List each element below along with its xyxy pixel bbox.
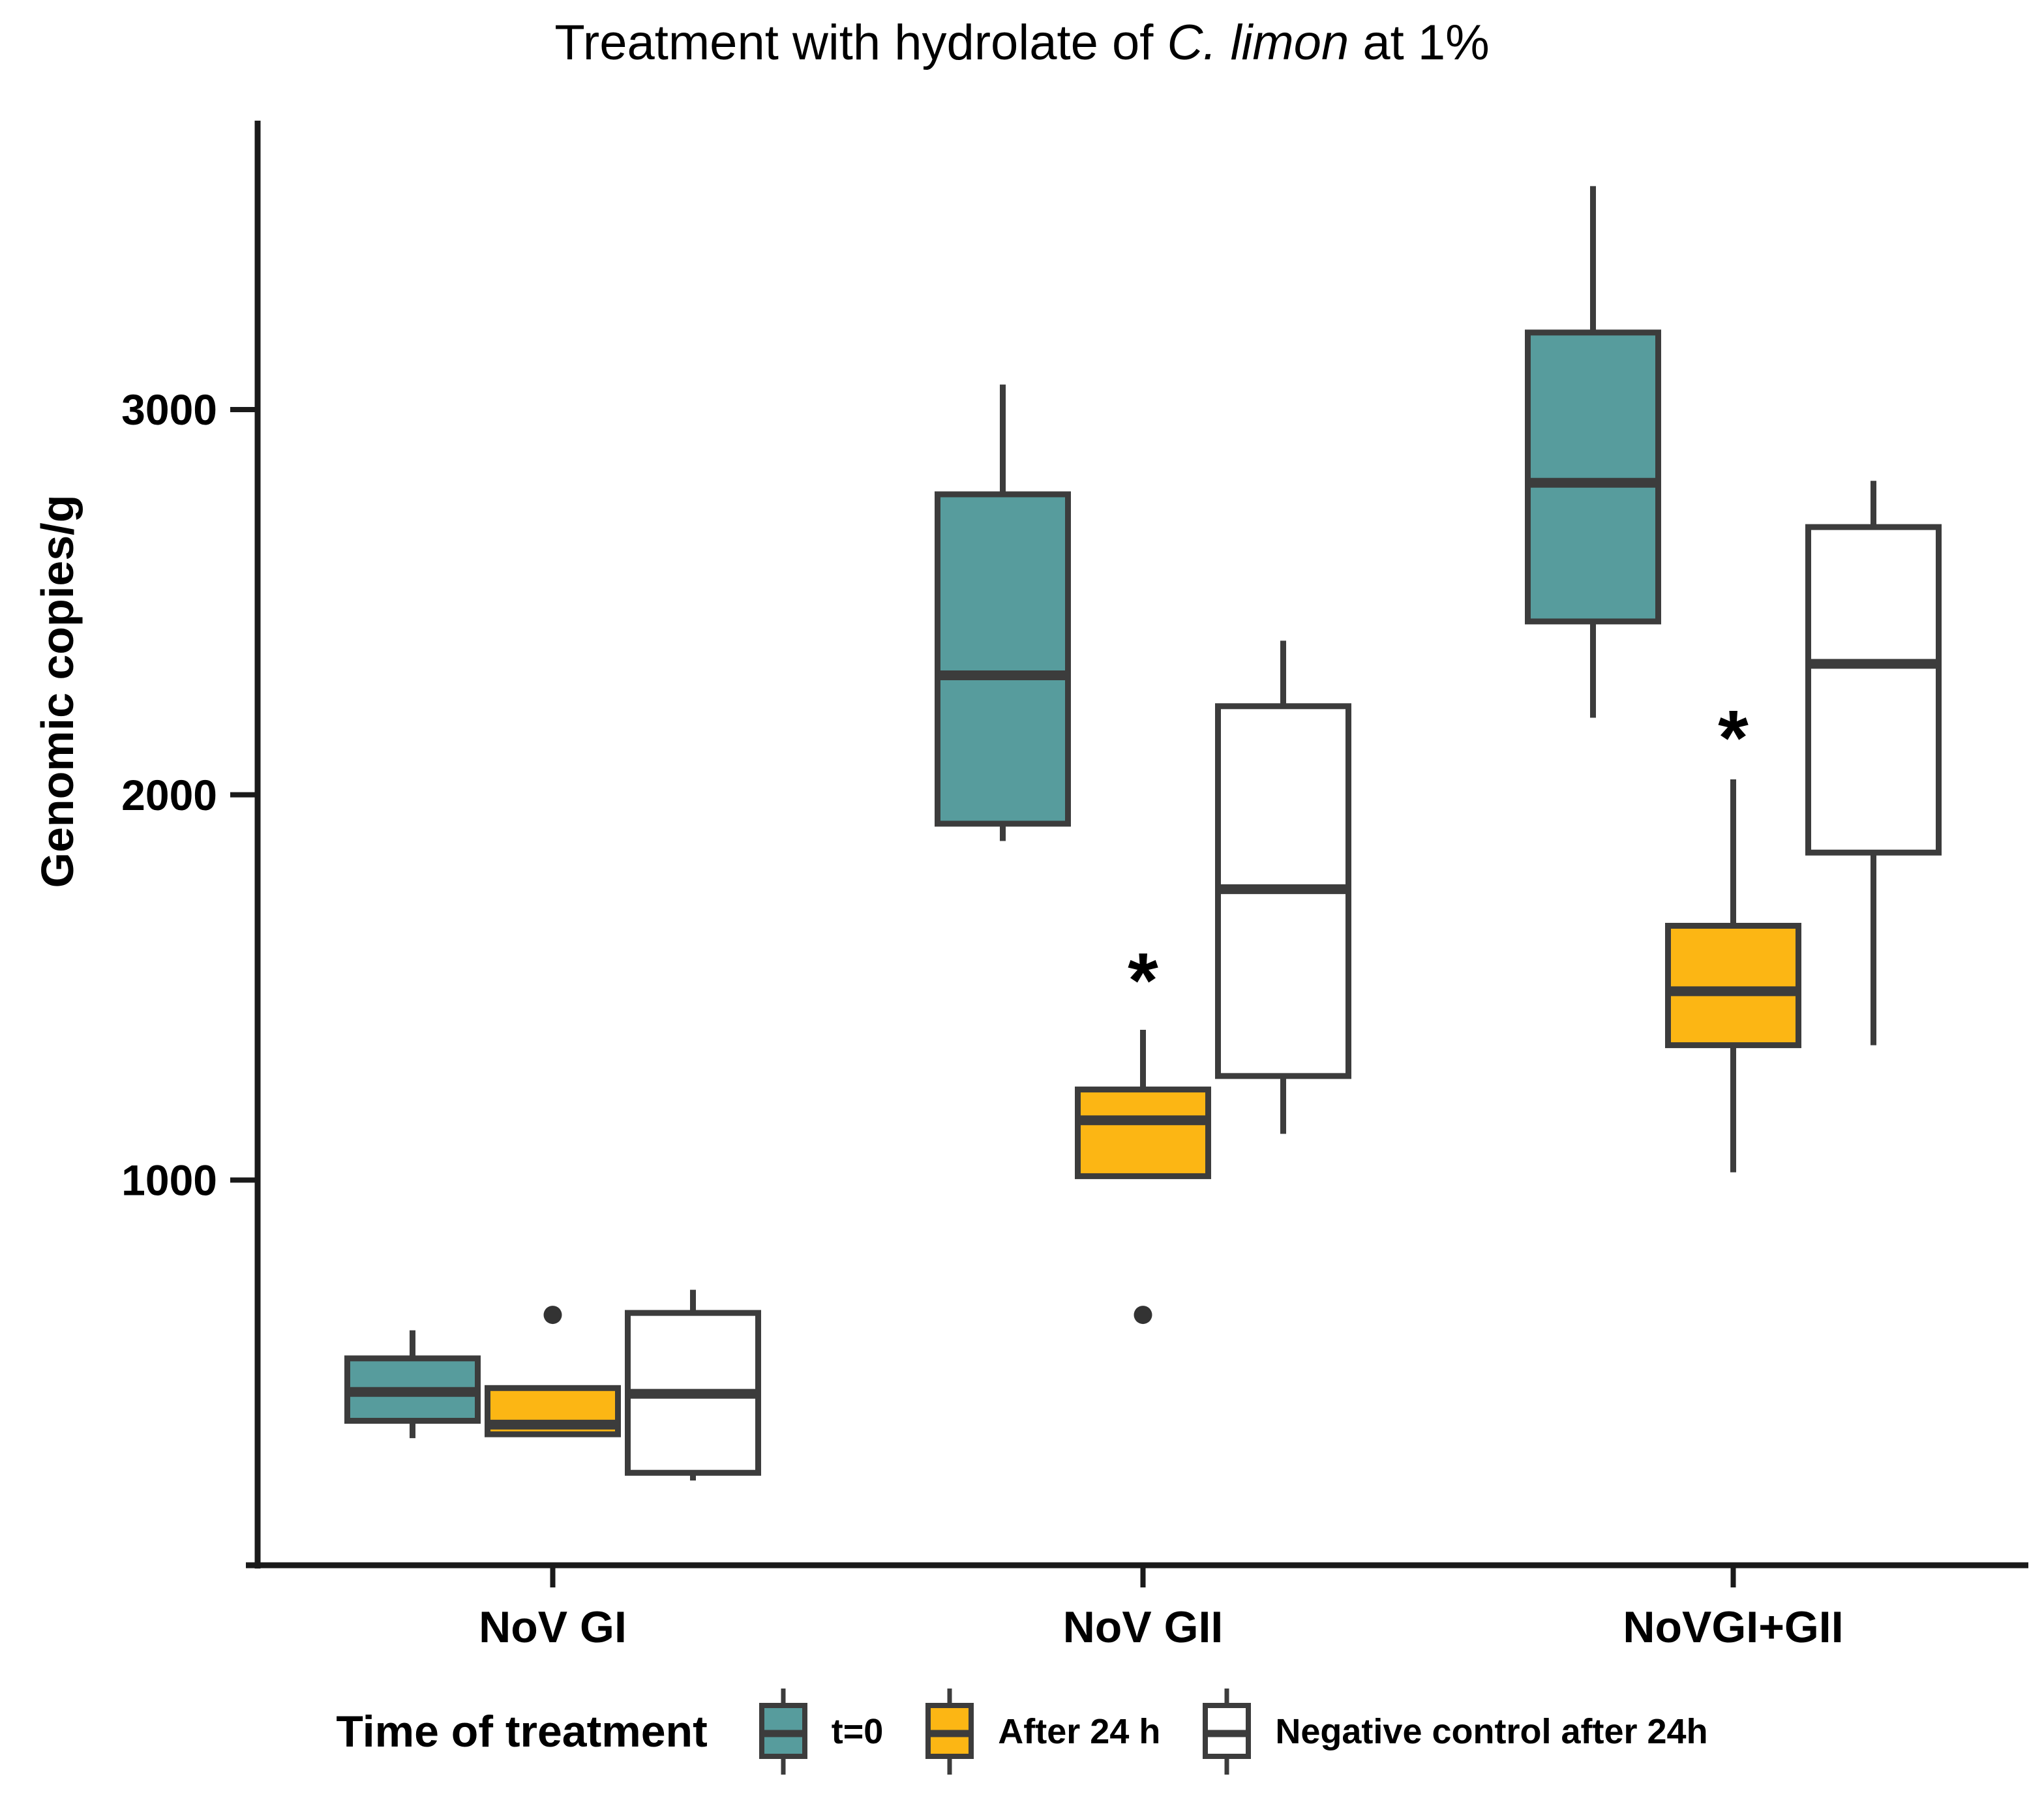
outlier-point: [543, 1306, 562, 1325]
legend: Time of treatment t=0 After 24 h Negative …: [0, 1676, 2044, 1787]
box-iqr: [1075, 1087, 1211, 1179]
y-tick-label: 2000: [121, 771, 217, 819]
x-category-label: NoV GI: [479, 1602, 627, 1652]
legend-key-boxplot-glyph: [1203, 1689, 1252, 1775]
chart-title-species: C. limon: [1167, 15, 1349, 70]
box-iqr: [1665, 922, 1801, 1049]
legend-items: t=0 After 24 h Negative control after 24h: [753, 1683, 1708, 1780]
legend-title: Time of treatment: [336, 1707, 708, 1756]
legend-item-label: Negative control after 24h: [1275, 1712, 1708, 1751]
significance-asterisk: *: [1718, 695, 1749, 782]
legend-item-label: After 24 h: [998, 1712, 1161, 1751]
legend-item-label: t=0: [831, 1712, 884, 1751]
outlier-point: [1134, 1306, 1152, 1325]
legend-key-boxplot-glyph: [925, 1689, 974, 1775]
box-iqr: [1525, 329, 1661, 625]
y-tick-label: 3000: [121, 385, 217, 434]
box-iqr: [1805, 524, 1942, 856]
chart-title: Treatment with hydrolate of C. limon at …: [0, 14, 2044, 71]
chart-title-suffix: at 1%: [1349, 15, 1490, 70]
legend-item: Negative control after 24h: [1197, 1683, 1708, 1780]
x-category-label: NoV GII: [1063, 1602, 1224, 1652]
x-category-label: NoVGI+GII: [1623, 1602, 1843, 1652]
legend-key-boxplot-glyph: [759, 1689, 807, 1775]
chart-title-prefix: Treatment with hydrolate of: [554, 15, 1167, 70]
y-tick-label: 1000: [121, 1156, 217, 1204]
legend-item: t=0: [753, 1683, 884, 1780]
box-iqr: [935, 491, 1071, 827]
legend-item: After 24 h: [920, 1683, 1160, 1780]
significance-asterisk: *: [1128, 937, 1158, 1025]
